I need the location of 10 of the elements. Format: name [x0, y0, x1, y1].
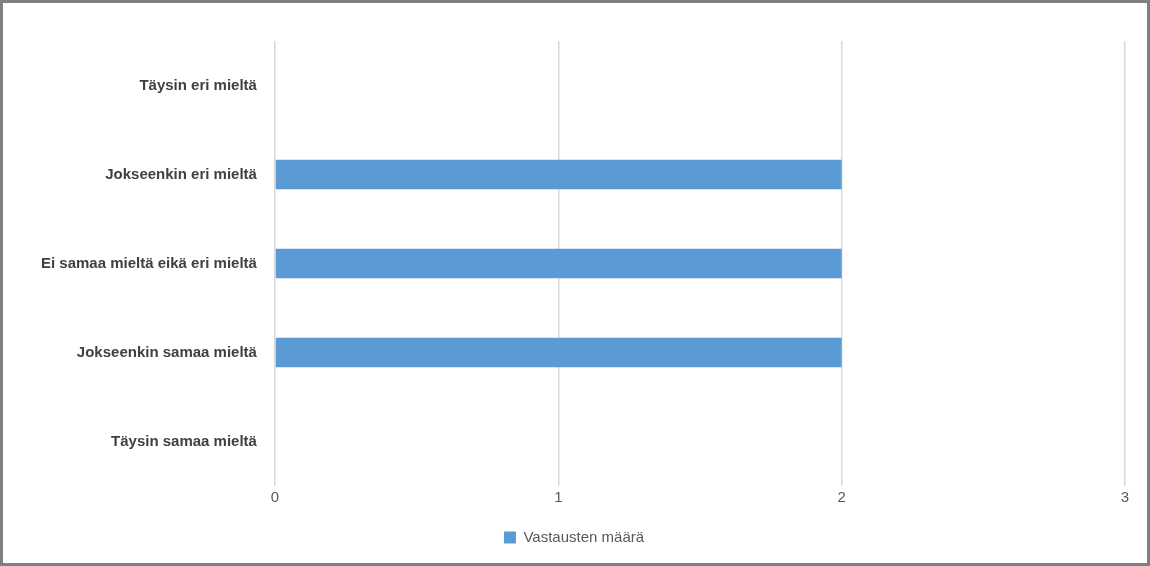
- y-tick-label: Täysin eri mieltä: [139, 75, 258, 93]
- y-tick-label: Täysin samaa mieltä: [111, 431, 258, 449]
- x-tick-label: 1: [554, 488, 563, 506]
- y-tick-label: Ei samaa mieltä eikä eri mieltä: [40, 253, 258, 271]
- x-tick-label: 3: [1120, 488, 1130, 506]
- legend-label: Vastausten määrä: [523, 527, 645, 545]
- x-tick-label: 0: [270, 488, 280, 506]
- x-tick-label: 2: [837, 488, 846, 506]
- y-tick-label: Jokseenkin eri mieltä: [105, 164, 258, 182]
- y-tick-label: Jokseenkin samaa mieltä: [76, 342, 258, 360]
